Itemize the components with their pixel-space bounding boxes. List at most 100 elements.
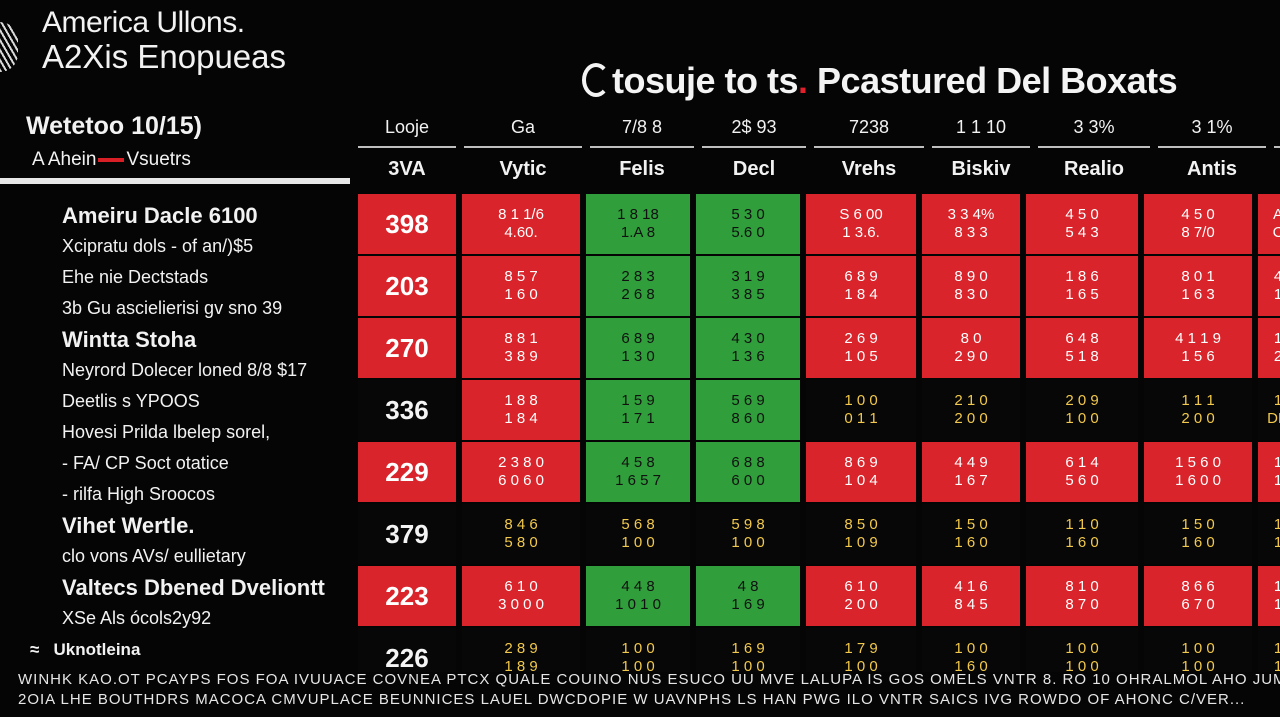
side-header-title: Wetetoo 10/15) (26, 112, 202, 140)
side-list-item: Vihet Wertle. (62, 513, 195, 538)
side-list-item: XSe Als ócols2y92 (62, 608, 212, 628)
column-header: Vrehs (841, 158, 897, 180)
cell-text: A (1272, 206, 1280, 223)
cell-text: 2 9 0 (954, 348, 988, 365)
cell-text: 1 8 9 (504, 658, 538, 672)
cell-text: 1 5 9 (621, 392, 655, 409)
brand-line-1: America Ullons. (42, 6, 245, 39)
row-value-cell: 336 (358, 380, 456, 440)
cell-text: 5 1 8 (1065, 348, 1099, 365)
cell-text: 1 3.6. (842, 224, 880, 241)
ticker-line-2: 2OIA LHE BOUTHDRS MACOCA CMVUPLACE BEUNN… (18, 691, 1246, 708)
cell-text: 1 8 6 (1065, 268, 1099, 285)
column-header: Vytic (499, 158, 547, 180)
side-header-subtitle: A Ahein Vsuetrs (26, 149, 202, 171)
cell-text: 226 (385, 643, 429, 672)
cell-text: 6 0 0 (731, 472, 765, 489)
cell-text: 4 5 0 (1181, 206, 1215, 223)
column-header: Looje (358, 112, 456, 148)
column-header: Decl (732, 158, 776, 180)
side-list-item: Hovesi Prilda lbelep sorel, (62, 422, 271, 442)
cell-text: 1 0 0 (621, 534, 655, 551)
cell-text: 1 (1273, 578, 1280, 595)
cell-text: 398 (385, 209, 429, 239)
side-list-item: Valtecs Dbened Dveliontt (62, 575, 325, 600)
cell-text: 1 7 9 (844, 640, 878, 657)
cell-text: 1 6 0 (954, 534, 988, 551)
cell-text: 8 6 9 (844, 454, 878, 471)
cell-text: 2 6 8 (621, 286, 655, 303)
column-header: 7238 (814, 112, 924, 148)
table-cell: 5 3 0 5.6 0 (696, 194, 800, 254)
cell-text: 1 3 6 (731, 348, 765, 365)
cell-text: 5 9 8 (731, 516, 765, 533)
cell-text: 6 1 4 (1065, 454, 1099, 471)
cell-text: 1 0 0 (621, 658, 655, 672)
cell-text: 8 1 1/6 (498, 206, 544, 223)
cell-text: 1 0 0 (731, 658, 765, 672)
logo-emblem-icon (0, 22, 18, 72)
cell-text: 2 0 0 (844, 596, 878, 613)
cell-text: 4 5 8 (621, 454, 655, 471)
board-title-accent: . (798, 60, 808, 101)
side-list-item: Neyrord Dolecer loned 8/8 $17 (62, 360, 308, 380)
cell-text: 3 1 9 (731, 268, 765, 285)
cell-text: 2 6 9 (844, 330, 878, 347)
cell-text: 1 (1273, 658, 1280, 672)
column-header: Biskiv (951, 158, 1011, 180)
cell-text: 8 3 3 (954, 224, 988, 241)
cell-text: C (1272, 224, 1280, 241)
cell-text: 1 (1273, 640, 1280, 657)
cell-text: 5 3 0 (731, 206, 765, 223)
side-list-item: Deetlis s YPOOS (62, 391, 200, 411)
cell-text: 1 0 0 (621, 640, 655, 657)
column-header: 3 3% (1038, 112, 1150, 148)
side-list-item: Ameiru Dacle 6100 (62, 203, 258, 228)
cell-text: 1 (1273, 330, 1280, 347)
cell-text: 1 (1273, 472, 1280, 489)
cell-text: 8 9 0 (954, 268, 988, 285)
title-mark-icon (582, 63, 610, 97)
side-list-item: - FA/ CP Soct otatice (62, 453, 229, 473)
table-cell: 1DR (1258, 380, 1280, 440)
cell-text: 2 8 3 (621, 268, 655, 285)
cell-text: 8 6 0 (731, 410, 765, 427)
cell-text: 4 8 (737, 578, 759, 595)
cell-text: 5 4 3 (1065, 224, 1099, 241)
cell-text: 5 8 0 (504, 534, 538, 551)
column-header: Realio (1063, 158, 1125, 180)
cell-text: 6 4 8 (1065, 330, 1099, 347)
row-value-cell: 223 (358, 566, 456, 626)
column-header: 1 (1274, 112, 1280, 148)
column-header: 2$ 93 (702, 112, 806, 148)
cell-text: 1 0 0 (844, 392, 878, 409)
cell-text: 2 0 0 (1181, 410, 1215, 427)
cell-text: 1 8 4 (504, 410, 538, 427)
column-header: 1 1 10 (932, 112, 1030, 148)
row-value-cell: 229 (358, 442, 456, 502)
